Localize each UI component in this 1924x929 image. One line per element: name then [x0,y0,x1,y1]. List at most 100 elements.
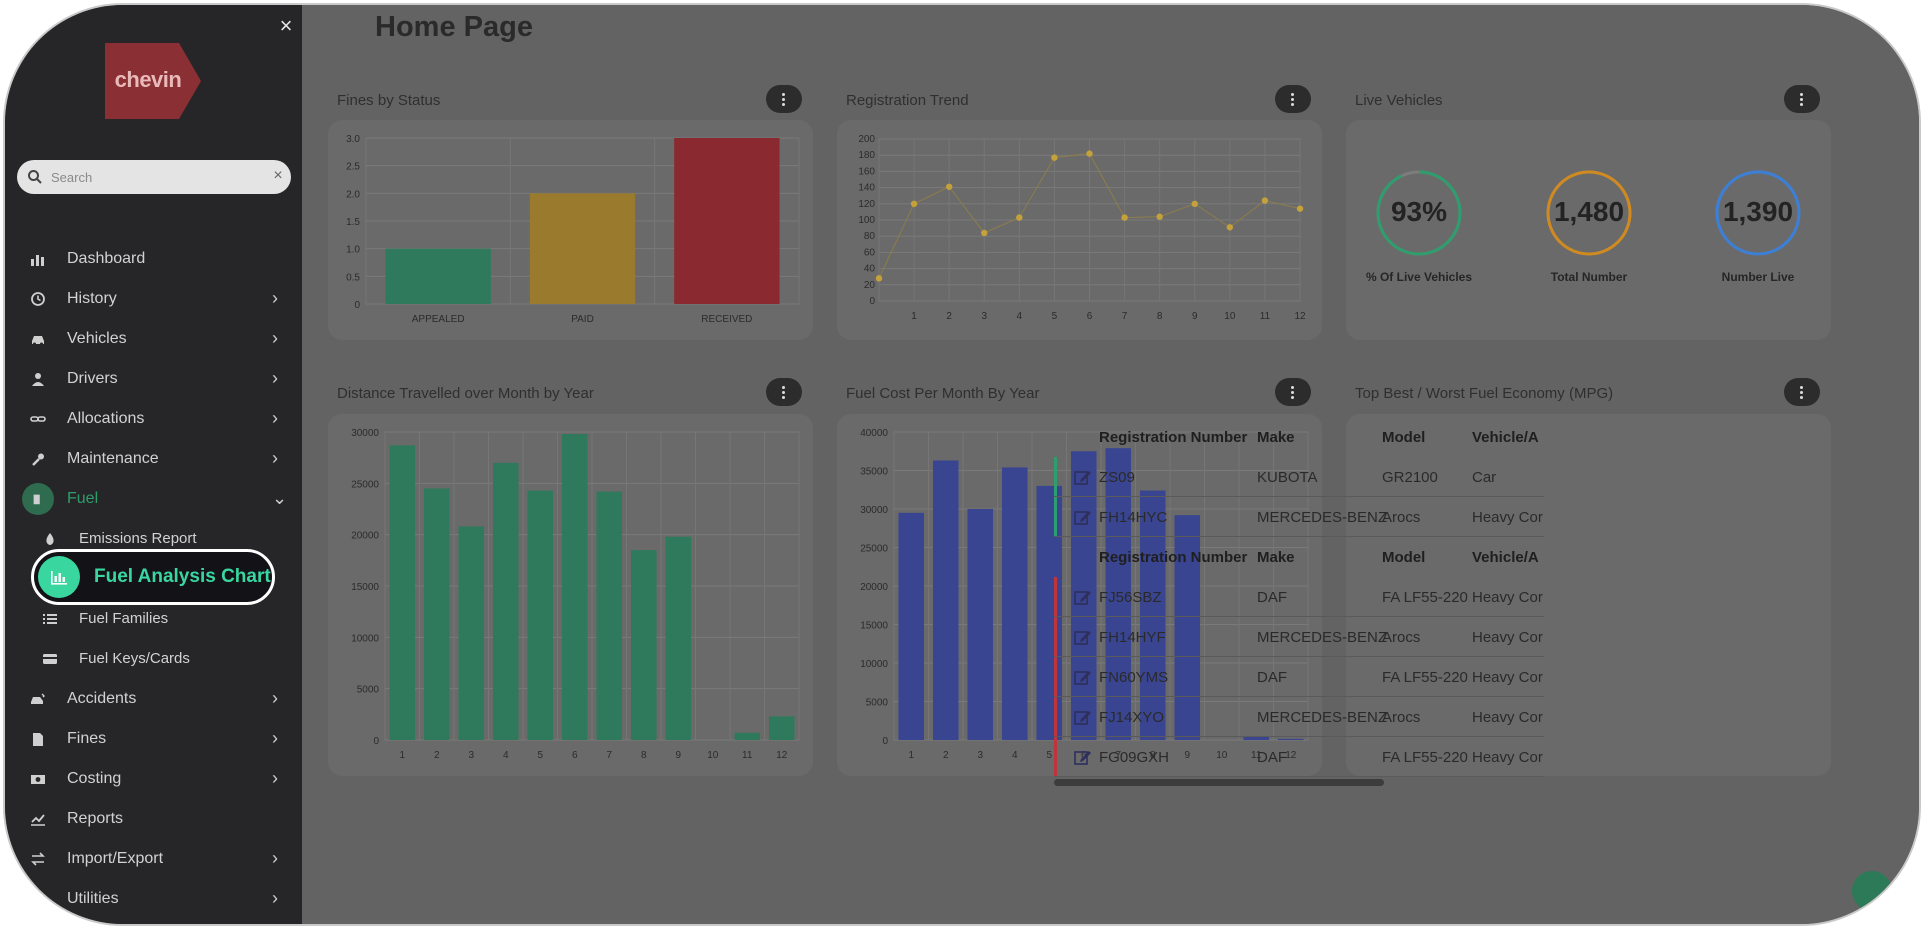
y-tick-label: 2.5 [346,162,360,173]
line-chart-icon [30,812,46,826]
sidebar-item-drivers[interactable]: Drivers › [5,361,302,397]
x-tick-label: 5 [537,750,543,761]
y-tick-label: 5000 [357,685,380,696]
x-tick-label: 10 [707,750,719,761]
chevron-right-icon: › [272,688,278,708]
column-header[interactable]: Make [1257,549,1295,566]
y-tick-label: 15000 [860,621,888,632]
bar [967,509,994,740]
table-cell: FA LF55-220 [1382,589,1468,606]
x-tick-label: 9 [1184,750,1190,761]
floating-action-button[interactable] [1852,871,1892,911]
economy-menu-button[interactable] [1784,378,1820,406]
edit-icon[interactable] [1074,589,1092,605]
y-tick-label: 0 [373,736,379,747]
x-tick-label: 11 [1260,311,1271,322]
search-icon [28,170,42,184]
edit-icon[interactable] [1074,629,1092,645]
column-header[interactable]: Registration Number [1099,429,1248,446]
table-row[interactable]: ZS09 KUBOTA GR2100 Car [1054,457,1544,497]
row-divider [1054,656,1544,657]
gauge-value: 1,480 [1553,196,1625,227]
table-row[interactable]: FG09GXH DAF FA LF55-220 Heavy Cor [1054,737,1544,777]
bar [630,550,657,740]
y-tick-label: 35000 [860,467,888,478]
x-tick-label: 12 [1285,750,1297,761]
fuelcost-menu-button[interactable] [1275,378,1311,406]
app-window: × chevin × DashboardHistory›Vehicles›Dri… [5,5,1919,924]
chart-svg: 0 5000 10000 15000 20000 25000 30000 35000 40000… [860,428,1309,761]
sidebar-item-accidents[interactable]: Accidents › [5,681,302,717]
search-input[interactable] [51,165,251,189]
y-tick-label: 15000 [351,582,379,593]
close-icon[interactable]: × [279,13,293,38]
chevron-right-icon: › [272,408,278,428]
column-header[interactable]: Vehicle/A [1472,429,1539,446]
table-cell: FA LF55-220 [1382,749,1468,766]
live-menu-button[interactable] [1784,85,1820,113]
sidebar-item-label: Accidents [67,690,137,707]
edit-icon[interactable] [1074,509,1092,525]
table-scrollbar[interactable] [1054,779,1384,786]
gauge-arc [1546,170,1632,256]
bar [1139,490,1166,740]
column-header[interactable]: Vehicle/A [1472,549,1539,566]
sidebar-item-fuel-families[interactable]: Fuel Families [5,601,302,637]
fuel-analysis-chart-highlight[interactable]: Fuel Analysis Chart [31,549,275,605]
table-row[interactable]: FH14HYC MERCEDES-BENZ Arocs Heavy Cor [1054,497,1544,537]
sidebar-item-emissions-report[interactable]: Emissions Report [5,521,302,557]
sidebar-item-costing[interactable]: Costing › [5,761,302,797]
table-row[interactable]: FH14HYF MERCEDES-BENZ Arocs Heavy Cor [1054,617,1544,657]
bar [561,434,588,740]
column-header[interactable]: Make [1257,429,1295,446]
edit-icon[interactable] [1074,709,1092,725]
table-row[interactable]: FJ14XYO MERCEDES-BENZ Arocs Heavy Cor [1054,697,1544,737]
column-header[interactable]: Registration Number [1099,549,1248,566]
row-status-bar [1054,497,1057,537]
gauge-value: 93% [1390,196,1448,227]
clear-search-icon[interactable]: × [273,167,283,184]
edit-icon[interactable] [1074,469,1092,485]
bar [734,732,761,740]
x-tick-label: 5 [1046,750,1052,761]
x-tick-label: 12 [1294,311,1306,322]
row-status-bar [1054,617,1057,657]
sidebar-item-allocations[interactable]: Allocations › [5,401,302,437]
sidebar-item-dashboard[interactable]: Dashboard [5,241,302,277]
sidebar-item-fines[interactable]: Fines › [5,721,302,757]
sidebar-item-fuel[interactable]: Fuel ⌄ [5,481,302,517]
fines-menu-button[interactable] [766,85,802,113]
distance-menu-button[interactable] [766,378,802,406]
x-tick-label: 7 [606,750,612,761]
y-tick-label: 2.0 [346,189,360,200]
registration-menu-button[interactable] [1275,85,1311,113]
sidebar-item-vehicles[interactable]: Vehicles › [5,321,302,357]
table-cell: Arocs [1382,629,1421,646]
edit-icon[interactable] [1074,749,1092,765]
column-header[interactable]: Model [1382,429,1426,446]
column-header[interactable]: Model [1382,549,1426,566]
table-cell: FJ56SBZ [1099,589,1162,606]
distance-chart-card: 0 5000 10000 15000 20000 25000 30000 1 2 3 4 5 6 7 8 9 1… [328,414,813,776]
live-card-title: Live Vehicles [1355,92,1443,109]
bar [527,490,554,740]
sidebar-item-reports[interactable]: Reports [5,801,302,837]
chevron-right-icon: › [272,328,278,348]
bar [389,445,416,740]
bar [665,536,692,740]
sidebar-item-utilities[interactable]: Utilities › [5,881,302,917]
x-tick-label: 6 [572,750,578,761]
data-point [1016,214,1023,221]
sidebar-item-maintenance[interactable]: Maintenance › [5,441,302,477]
history-icon [30,292,46,306]
edit-icon[interactable] [1074,669,1092,685]
sidebar-item-label: Emissions Report [79,530,197,547]
sidebar-item-history[interactable]: History › [5,281,302,317]
sidebar-item-fuel-keys-cards[interactable]: Fuel Keys/Cards [5,641,302,677]
x-tick-label: 3 [977,750,983,761]
y-tick-label: 1.5 [346,217,360,228]
table-row[interactable]: FN60YMS DAF FA LF55-220 Heavy Cor [1054,657,1544,697]
sidebar-item-import-export[interactable]: Import/Export › [5,841,302,877]
table-row[interactable]: FJ56SBZ DAF FA LF55-220 Heavy Cor [1054,577,1544,617]
